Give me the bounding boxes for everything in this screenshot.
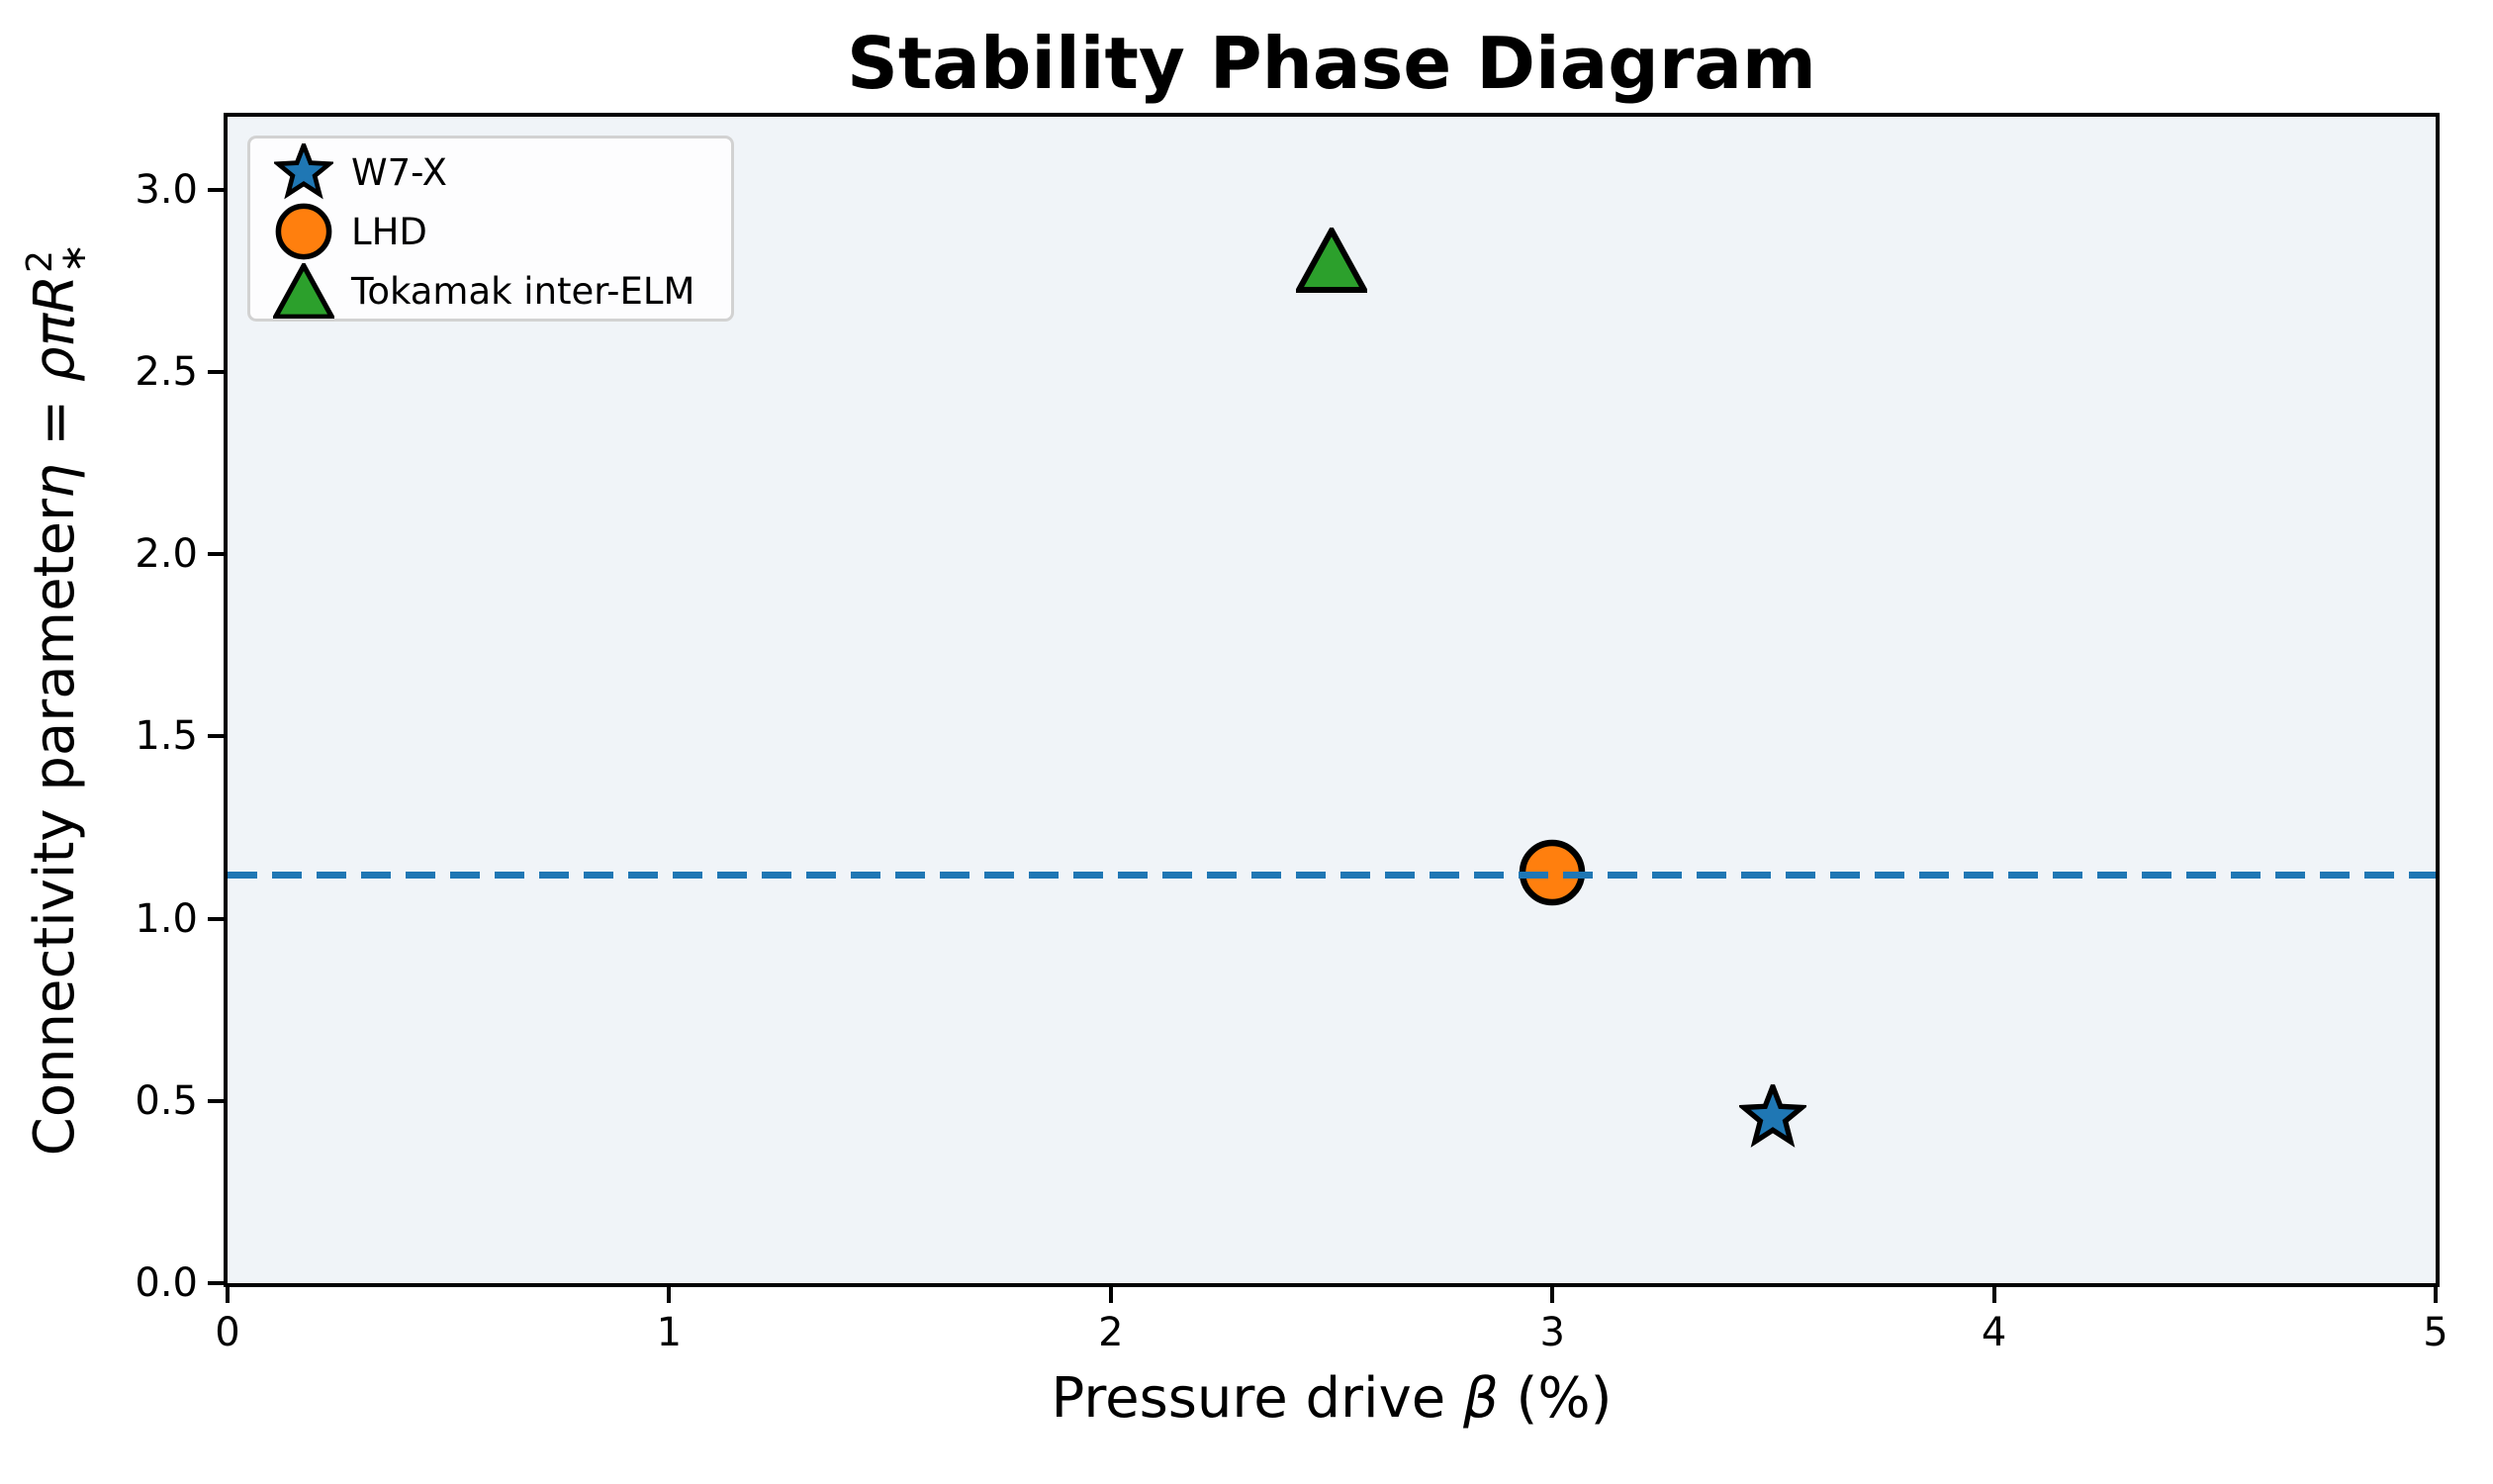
legend-entry-tokamak-inter-elm: Tokamak inter-ELM	[266, 261, 731, 321]
y-axis-label-scripts: 2 ∗	[20, 242, 94, 273]
x-tick-mark	[1108, 1287, 1113, 1303]
x-tick-label: 1	[656, 1310, 683, 1355]
x-tick-mark	[667, 1287, 672, 1303]
y-tick-mark	[208, 916, 224, 921]
x-tick-label: 3	[1539, 1310, 1565, 1355]
y-axis-label: Connectivity parameter η = ρπR 2 ∗	[20, 242, 94, 1157]
x-tick-label: 4	[1981, 1310, 2007, 1355]
y-tick-mark	[208, 1281, 224, 1285]
legend-label: W7-X	[351, 150, 447, 194]
legend-star-icon	[266, 142, 341, 201]
x-tick-mark	[1991, 1287, 1996, 1303]
y-axis-label-subscript: ∗	[53, 242, 94, 273]
x-axis-label-symbol: β	[1462, 1366, 1499, 1431]
threshold-line	[228, 871, 2436, 879]
x-tick-label: 2	[1098, 1310, 1124, 1355]
legend-label: LHD	[351, 210, 427, 253]
y-tick-mark	[208, 369, 224, 374]
x-axis-label-prefix: Pressure drive	[1051, 1366, 1463, 1431]
legend: W7-X LHD Tokamak inter-ELM	[247, 136, 734, 322]
x-axis-label-suffix: (%)	[1498, 1366, 1613, 1431]
y-axis-label-superscript: 2	[20, 249, 60, 273]
legend-triangle-icon	[266, 262, 341, 320]
x-tick-mark	[2434, 1287, 2438, 1303]
x-tick-label: 5	[2423, 1310, 2448, 1355]
x-axis-label: Pressure drive β (%)	[228, 1367, 2436, 1431]
y-tick-mark	[208, 734, 224, 739]
y-tick-mark	[208, 1098, 224, 1103]
x-tick-mark	[226, 1287, 230, 1303]
chart-title: Stability Phase Diagram	[847, 22, 1816, 105]
legend-entry-w7-x: W7-X	[266, 142, 731, 202]
legend-circle-icon	[266, 203, 341, 260]
y-tick-mark	[208, 552, 224, 557]
y-tick-label: 0.0	[135, 1260, 198, 1306]
y-axis-label-prefix: Connectivity parameter	[23, 499, 87, 1157]
y-tick-mark	[208, 187, 224, 192]
legend-label: Tokamak inter-ELM	[351, 269, 695, 313]
y-tick-label: 3.0	[135, 166, 198, 213]
x-tick-mark	[1550, 1287, 1555, 1303]
y-axis-label-math: η = ρπR	[23, 274, 87, 500]
legend-entry-lhd: LHD	[266, 202, 731, 261]
x-tick-label: 0	[215, 1310, 240, 1355]
